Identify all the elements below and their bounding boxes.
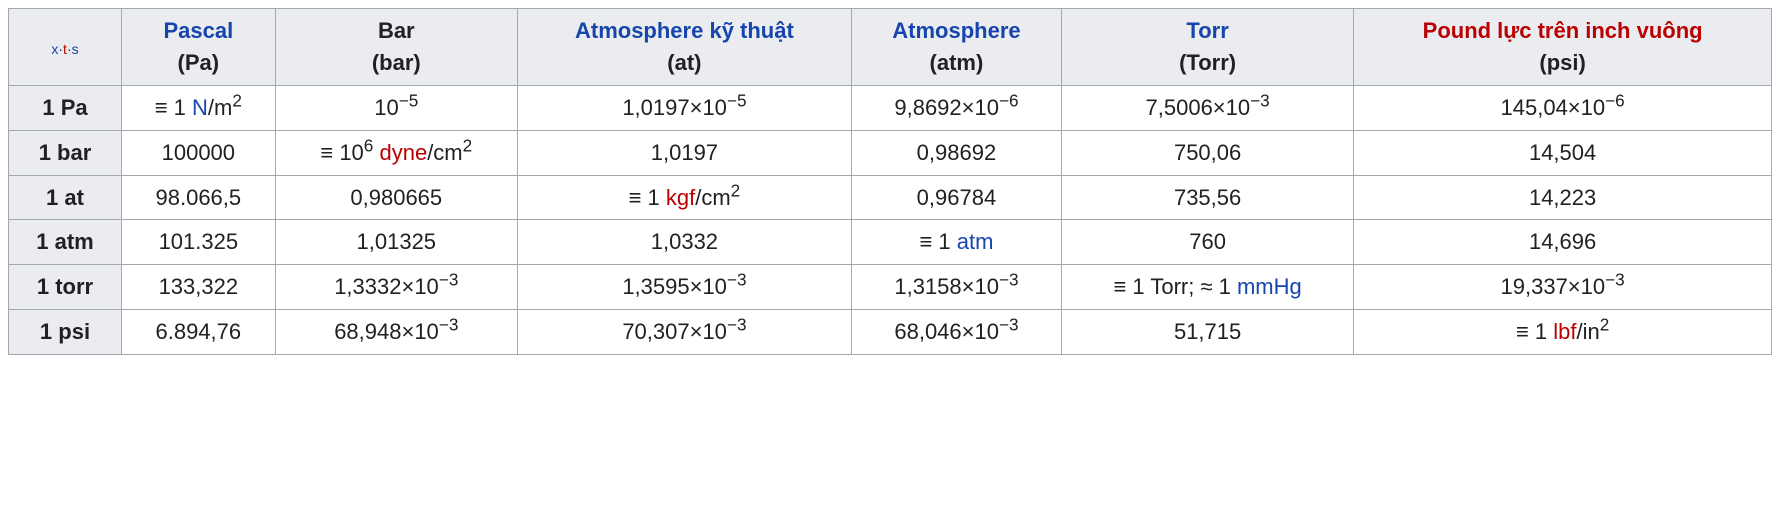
cell-at-at: ≡ 1 kgf/cm2: [517, 175, 851, 220]
link-lbf[interactable]: lbf: [1553, 319, 1576, 344]
cell-bar-pa: 100000: [121, 130, 275, 175]
cell-atm-at: 1,0332: [517, 220, 851, 265]
cell-torr-bar: 1,3332×10−3: [275, 265, 517, 310]
col-header-pa: Pascal (Pa): [121, 9, 275, 86]
cell-psi-psi: ≡ 1 lbf/in2: [1354, 310, 1772, 355]
col-header-atm-abbr: (atm): [930, 50, 984, 75]
row-label-atm: 1 atm: [9, 220, 122, 265]
col-header-atm: Atmosphere (atm): [851, 9, 1061, 86]
vts-s-link[interactable]: s: [72, 41, 79, 57]
cell-pa-at: 1,0197×10−5: [517, 85, 851, 130]
cell-atm-atm: ≡ 1 atm: [851, 220, 1061, 265]
row-label-torr: 1 torr: [9, 265, 122, 310]
cell-atm-torr: 760: [1061, 220, 1353, 265]
cell-atm-bar: 1,01325: [275, 220, 517, 265]
col-header-psi-link[interactable]: Pound lực trên inch vuông: [1423, 18, 1703, 43]
cell-bar-torr: 750,06: [1061, 130, 1353, 175]
table-row: 1 torr 133,322 1,3332×10−3 1,3595×10−3 1…: [9, 265, 1772, 310]
cell-torr-psi: 19,337×10−3: [1354, 265, 1772, 310]
col-header-bar-link: Bar: [378, 18, 415, 43]
cell-bar-bar: ≡ 106 dyne/cm2: [275, 130, 517, 175]
cell-torr-atm: 1,3158×10−3: [851, 265, 1061, 310]
cell-pa-atm: 9,8692×10−6: [851, 85, 1061, 130]
cell-at-psi: 14,223: [1354, 175, 1772, 220]
cell-at-torr: 735,56: [1061, 175, 1353, 220]
cell-psi-atm: 68,046×10−3: [851, 310, 1061, 355]
link-atm[interactable]: atm: [957, 229, 994, 254]
cell-pa-psi: 145,04×10−6: [1354, 85, 1772, 130]
col-header-at: Atmosphere kỹ thuật (at): [517, 9, 851, 86]
col-header-atm-link[interactable]: Atmosphere: [892, 18, 1020, 43]
col-header-at-link[interactable]: Atmosphere kỹ thuật: [575, 18, 794, 43]
link-mmhg[interactable]: mmHg: [1237, 274, 1302, 299]
cell-torr-at: 1,3595×10−3: [517, 265, 851, 310]
table-row: 1 atm 101.325 1,01325 1,0332 ≡ 1 atm 760…: [9, 220, 1772, 265]
cell-pa-bar: 10−5: [275, 85, 517, 130]
table-row: 1 bar 100000 ≡ 106 dyne/cm2 1,0197 0,986…: [9, 130, 1772, 175]
col-header-at-abbr: (at): [667, 50, 701, 75]
cell-atm-pa: 101.325: [121, 220, 275, 265]
cell-torr-pa: 133,322: [121, 265, 275, 310]
table-row: 1 Pa ≡ 1 N/m2 10−5 1,0197×10−5 9,8692×10…: [9, 85, 1772, 130]
link-kgf[interactable]: kgf: [666, 185, 695, 210]
vts-cell: x·t·s: [9, 9, 122, 86]
table-header: x·t·s Pascal (Pa) Bar (bar) Atmosphere k…: [9, 9, 1772, 86]
cell-psi-pa: 6.894,76: [121, 310, 275, 355]
cell-pa-torr: 7,5006×10−3: [1061, 85, 1353, 130]
cell-at-pa: 98.066,5: [121, 175, 275, 220]
cell-psi-torr: 51,715: [1061, 310, 1353, 355]
cell-torr-torr: ≡ 1 Torr; ≈ 1 mmHg: [1061, 265, 1353, 310]
pressure-conversion-table: x·t·s Pascal (Pa) Bar (bar) Atmosphere k…: [8, 8, 1772, 355]
link-dyne[interactable]: dyne: [379, 140, 427, 165]
table-row: 1 psi 6.894,76 68,948×10−3 70,307×10−3 6…: [9, 310, 1772, 355]
cell-at-bar: 0,980665: [275, 175, 517, 220]
vts-links: x·t·s: [51, 41, 78, 57]
row-label-psi: 1 psi: [9, 310, 122, 355]
col-header-torr-link[interactable]: Torr: [1186, 18, 1228, 43]
cell-pa-pa: ≡ 1 N/m2: [121, 85, 275, 130]
row-label-pa: 1 Pa: [9, 85, 122, 130]
row-label-at: 1 at: [9, 175, 122, 220]
cell-bar-at: 1,0197: [517, 130, 851, 175]
col-header-torr-abbr: (Torr): [1179, 50, 1236, 75]
link-newton[interactable]: N: [192, 95, 208, 120]
col-header-pa-link[interactable]: Pascal: [163, 18, 233, 43]
cell-at-atm: 0,96784: [851, 175, 1061, 220]
row-label-bar: 1 bar: [9, 130, 122, 175]
cell-psi-at: 70,307×10−3: [517, 310, 851, 355]
col-header-bar-abbr: (bar): [372, 50, 421, 75]
col-header-psi-abbr: (psi): [1539, 50, 1585, 75]
cell-bar-atm: 0,98692: [851, 130, 1061, 175]
col-header-pa-abbr: (Pa): [178, 50, 220, 75]
col-header-psi: Pound lực trên inch vuông (psi): [1354, 9, 1772, 86]
cell-psi-bar: 68,948×10−3: [275, 310, 517, 355]
col-header-torr: Torr (Torr): [1061, 9, 1353, 86]
col-header-bar: Bar (bar): [275, 9, 517, 86]
table-row: 1 at 98.066,5 0,980665 ≡ 1 kgf/cm2 0,967…: [9, 175, 1772, 220]
cell-atm-psi: 14,696: [1354, 220, 1772, 265]
cell-bar-psi: 14,504: [1354, 130, 1772, 175]
table-body: 1 Pa ≡ 1 N/m2 10−5 1,0197×10−5 9,8692×10…: [9, 85, 1772, 354]
